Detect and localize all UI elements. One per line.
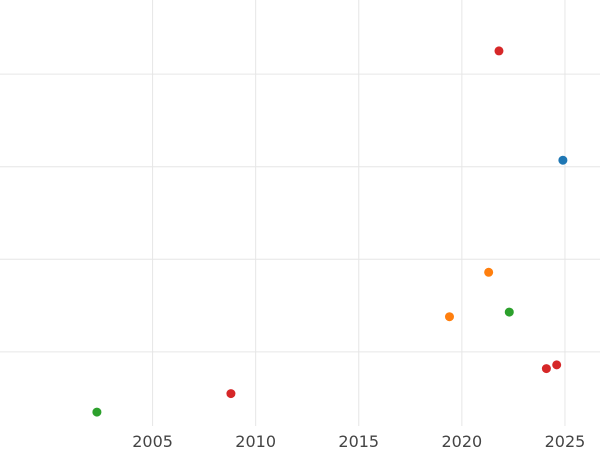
data-point-9: [558, 155, 568, 165]
x-tick-label-2005: 2005: [132, 432, 173, 450]
data-point-6: [504, 307, 514, 317]
x-grid: [152, 0, 566, 426]
x-tick-label-2025: 2025: [545, 432, 586, 450]
x-tick-label-2010: 2010: [235, 432, 276, 450]
x-axis-ticks: 2005 2010 2015 2020 2025: [132, 432, 585, 450]
data-point-3: [444, 312, 454, 322]
data-point-1: [92, 407, 102, 417]
x-tick-label-2015: 2015: [338, 432, 379, 450]
data-points: [92, 46, 568, 417]
x-tick-label-2020: 2020: [441, 432, 482, 450]
data-point-5: [494, 46, 504, 56]
data-point-4: [484, 267, 494, 277]
y-grid: [0, 73, 600, 353]
data-point-2: [226, 389, 236, 399]
data-point-7: [541, 364, 551, 374]
data-point-8: [552, 360, 562, 370]
